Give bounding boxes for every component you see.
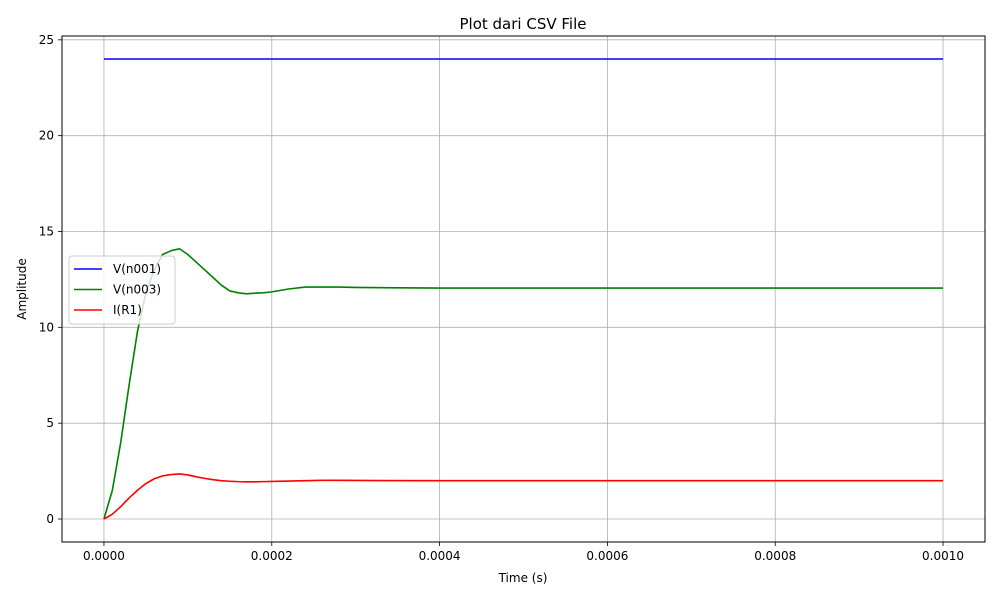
x-tick-label: 0.0010	[922, 549, 964, 563]
y-tick-label: 0	[46, 512, 54, 526]
legend-box	[68, 255, 176, 325]
chart-title: Plot dari CSV File	[460, 15, 587, 33]
x-tick-label: 0.0008	[754, 549, 796, 563]
y-tick-label: 20	[39, 129, 54, 143]
legend-label: V(n003)	[113, 283, 161, 297]
x-tick-label: 0.0006	[586, 549, 628, 563]
grid-lines	[62, 36, 985, 542]
y-axis-label: Amplitude	[15, 258, 29, 320]
legend-label: I(R1)	[113, 303, 142, 317]
plot-frame	[61, 35, 986, 543]
legend-label: V(n001)	[113, 262, 161, 276]
y-tick-label: 10	[39, 320, 54, 334]
y-axis-ticks: 0 5 10 15 20 25	[39, 33, 62, 526]
x-axis-ticks: 0.0000 0.0002 0.0004 0.0006 0.0008 0.0010	[83, 542, 964, 563]
x-tick-label: 0.0002	[251, 549, 293, 563]
x-tick-label: 0.0004	[419, 549, 461, 563]
y-tick-label: 25	[39, 33, 54, 47]
x-axis-label: Time (s)	[498, 571, 548, 585]
series-line-2	[103, 473, 944, 520]
x-tick-label: 0.0000	[83, 549, 125, 563]
y-tick-label: 15	[39, 225, 54, 239]
y-tick-label: 5	[46, 416, 54, 430]
legend: V(n001) V(n003) I(R1)	[68, 255, 176, 325]
